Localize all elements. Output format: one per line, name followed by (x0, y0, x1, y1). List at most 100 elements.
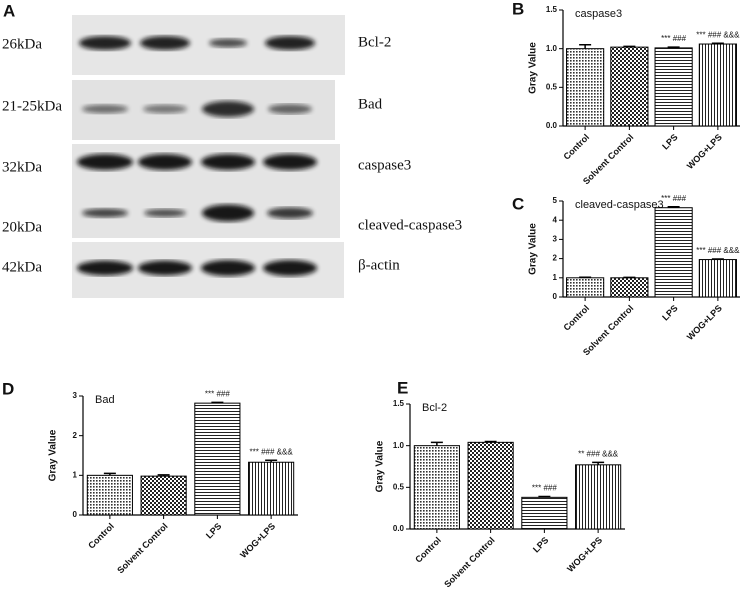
blot-band (143, 105, 187, 114)
y-tick-label: 0 (553, 292, 558, 301)
error-bar (485, 442, 497, 443)
blot-band (209, 39, 247, 48)
protein-name: Bad (358, 96, 383, 112)
blot-band (77, 154, 133, 170)
blot-band (138, 154, 192, 170)
blot-band (268, 104, 312, 114)
significance-label: *** ### &&& (696, 246, 740, 255)
blot-band (144, 209, 186, 217)
panel-label: D (2, 379, 14, 398)
significance-label: ** ### &&& (578, 449, 619, 458)
protein-name: Bcl-2 (358, 34, 391, 50)
panel-label: C (512, 194, 524, 213)
y-tick-label: 1 (73, 470, 78, 479)
bar (611, 47, 648, 126)
blot-band (263, 154, 317, 170)
y-tick-label: 3 (553, 235, 558, 244)
panel-label: A (3, 1, 15, 20)
x-tick-label: LPS (660, 132, 679, 151)
error-bar (668, 47, 680, 48)
error-bar (211, 402, 223, 403)
y-axis-label: Gray Value (528, 42, 539, 94)
bar (522, 497, 567, 529)
bar (655, 48, 692, 126)
blot-band (140, 36, 190, 50)
y-tick-label: 0.5 (393, 482, 405, 491)
y-tick-label: 2 (73, 431, 78, 440)
bar (567, 278, 604, 297)
chart-title: caspase3 (575, 8, 622, 20)
y-tick-label: 1 (553, 273, 558, 282)
x-tick-label: WOG+LPS (685, 132, 724, 171)
bar (195, 403, 240, 515)
error-bar (579, 277, 591, 278)
error-bar (712, 43, 724, 44)
blot-band (265, 36, 315, 50)
significance-label: *** ### (205, 389, 230, 398)
error-bar (538, 497, 550, 498)
blot-band (202, 101, 254, 117)
x-tick-label: Control (413, 535, 443, 565)
y-tick-label: 3 (73, 391, 78, 400)
molecular-weight: 42kDa (2, 259, 42, 275)
blot-band (267, 208, 313, 219)
panel-label: B (512, 0, 524, 18)
y-tick-label: 1.5 (546, 5, 558, 14)
bar (414, 446, 459, 529)
y-tick-label: 0.0 (546, 121, 558, 130)
blot-band (201, 154, 255, 170)
molecular-weight: 32kDa (2, 159, 42, 175)
x-tick-label: LPS (204, 521, 223, 540)
y-tick-label: 1.5 (393, 399, 405, 408)
bar (699, 260, 736, 297)
bar (576, 465, 621, 529)
error-bar (712, 259, 724, 260)
significance-label: *** ### (532, 484, 557, 493)
x-tick-label: WOG+LPS (565, 535, 604, 574)
significance-label: *** ### &&& (696, 30, 740, 39)
chart-title: Bad (95, 394, 115, 406)
y-tick-label: 1.0 (393, 441, 405, 450)
x-tick-label: Control (562, 132, 592, 162)
blot-band (79, 36, 131, 50)
x-tick-label: LPS (531, 535, 550, 554)
y-tick-label: 0.5 (546, 82, 558, 91)
error-bar (623, 46, 635, 47)
y-axis-label: Gray Value (48, 429, 59, 481)
y-tick-label: 5 (553, 196, 558, 205)
molecular-weight: 21-25kDa (2, 98, 62, 114)
y-tick-label: 0 (73, 510, 78, 519)
significance-label: *** ### (661, 34, 686, 43)
x-tick-label: LPS (660, 303, 679, 322)
y-tick-label: 2 (553, 254, 558, 263)
bar (141, 476, 186, 515)
bar (699, 44, 736, 126)
blot-band (138, 261, 192, 276)
bar (611, 278, 648, 297)
blot-band (263, 260, 317, 276)
molecular-weight: 20kDa (2, 219, 42, 235)
x-tick-label: Solvent Control (442, 535, 496, 589)
x-tick-label: WOG+LPS (238, 521, 277, 560)
protein-name: β-actin (358, 257, 400, 273)
y-tick-label: 0.0 (393, 524, 405, 533)
chart-title: cleaved-caspase3 (575, 199, 664, 211)
x-tick-label: Solvent Control (115, 521, 169, 575)
blot-band (82, 105, 128, 114)
x-tick-label: Control (562, 303, 592, 333)
protein-name: caspase3 (358, 157, 411, 173)
significance-label: *** ### &&& (250, 447, 294, 456)
y-tick-label: 1.0 (546, 44, 558, 53)
panel-label: E (397, 378, 408, 397)
blot-band (77, 261, 133, 276)
bar (655, 208, 692, 297)
y-axis-label: Gray Value (528, 223, 539, 275)
blot-band (201, 260, 255, 276)
significance-label: *** ### (661, 194, 686, 203)
chart-title: Bcl-2 (422, 402, 447, 414)
bar (567, 49, 604, 126)
x-tick-label: Control (86, 521, 116, 551)
x-tick-label: WOG+LPS (685, 303, 724, 342)
y-tick-label: 4 (553, 215, 558, 224)
